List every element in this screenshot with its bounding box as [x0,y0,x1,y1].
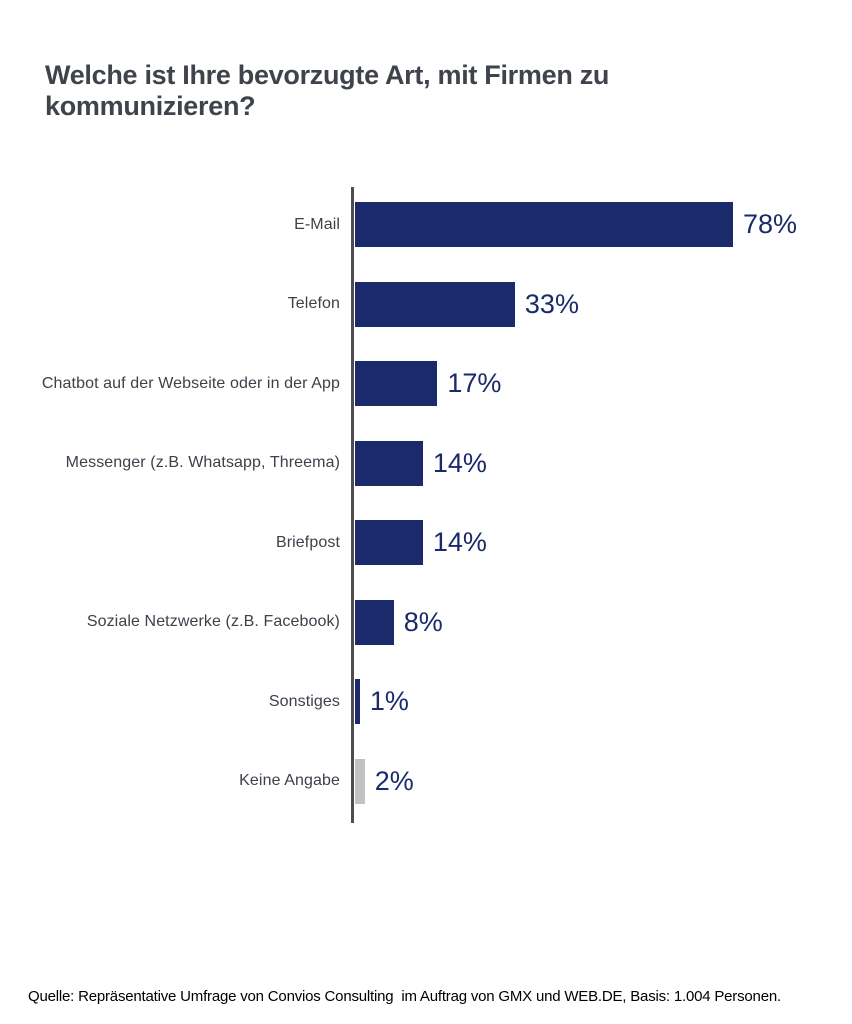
bar-area: 14% [355,520,852,566]
value-label: 78% [742,209,798,240]
category-label: Keine Angabe [239,772,340,790]
chart-row: Messenger (z.B. Whatsapp, Threema) 14% [0,424,852,504]
chart-row: Briefpost 14% [0,503,852,583]
value-label: 2% [374,765,414,796]
bar-area: 17% [355,361,852,407]
bar-area: 8% [355,599,852,645]
bar-area: 78% [355,202,852,248]
chart-row: Sonstiges 1% [0,662,852,742]
bar [355,281,515,327]
chart-row: E-Mail 78% [0,185,852,265]
category-label: Sonstiges [268,692,340,710]
chart-row: Keine Angabe 2% [0,742,852,822]
category-label: E-Mail [294,215,340,233]
bar [355,679,360,725]
value-label: 17% [447,368,502,399]
value-label: 14% [432,447,487,478]
value-label: 8% [403,606,443,637]
bar-area: 33% [355,281,852,327]
value-label: 1% [369,686,409,717]
bar [355,361,438,407]
bar [355,599,394,645]
chart-rows: E-Mail 78% Telefon 33% Chatbot auf der Webse… [0,185,852,821]
category-label: Briefpost [275,533,340,551]
y-axis-line [351,187,354,823]
bar [355,520,423,566]
bar [355,758,365,804]
source-note: Quelle: Repräsentative Umfrage von Convi… [28,988,781,1005]
category-label: Soziale Netzwerke (z.B. Facebook) [86,613,340,631]
category-label: Messenger (z.B. Whatsapp, Threema) [65,454,340,472]
bar [355,440,423,486]
chart-row: Telefon 33% [0,265,852,345]
value-label: 33% [524,288,579,319]
bar-area: 14% [355,440,852,486]
bar [355,202,733,248]
bar-chart: E-Mail 78% Telefon 33% Chatbot auf der Webse… [0,185,852,823]
category-label: Chatbot auf der Webseite oder in der App [41,374,340,392]
category-label: Telefon [287,295,340,313]
page-title: Welche ist Ihre bevorzugte Art, mit Firm… [45,60,610,122]
value-label: 14% [432,527,487,558]
bar-area: 2% [355,758,852,804]
chart-row: Soziale Netzwerke (z.B. Facebook) 8% [0,583,852,663]
chart-row: Chatbot auf der Webseite oder in der App… [0,344,852,424]
bar-area: 1% [355,679,852,725]
